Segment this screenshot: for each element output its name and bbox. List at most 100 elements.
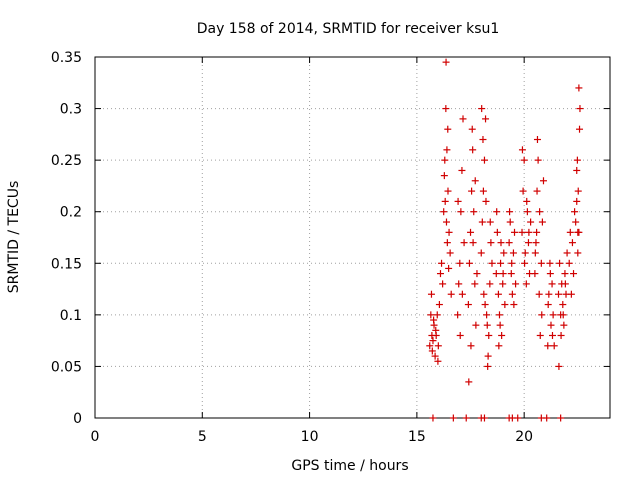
data-point bbox=[469, 146, 477, 154]
data-point bbox=[496, 321, 504, 329]
data-point bbox=[472, 321, 480, 329]
data-point bbox=[576, 125, 584, 133]
data-point bbox=[499, 270, 507, 278]
data-point bbox=[531, 249, 539, 257]
data-point bbox=[563, 249, 571, 257]
data-point bbox=[486, 280, 494, 288]
data-point bbox=[443, 239, 451, 247]
data-point bbox=[510, 301, 518, 309]
data-point bbox=[574, 249, 582, 257]
data-point bbox=[455, 280, 463, 288]
data-point bbox=[497, 259, 505, 267]
data-point bbox=[521, 259, 529, 267]
data-point bbox=[522, 280, 530, 288]
data-point bbox=[539, 177, 547, 185]
data-point bbox=[427, 290, 435, 298]
data-point bbox=[546, 259, 554, 267]
data-point bbox=[561, 280, 569, 288]
data-point bbox=[537, 259, 545, 267]
data-point bbox=[574, 187, 582, 195]
data-point bbox=[561, 270, 569, 278]
y-tick-label: 0.2 bbox=[60, 205, 82, 221]
data-point bbox=[430, 316, 438, 324]
data-point bbox=[457, 208, 465, 216]
grid-lines bbox=[95, 57, 610, 418]
data-point-zero bbox=[449, 414, 457, 422]
data-point bbox=[446, 249, 454, 257]
data-point bbox=[468, 187, 476, 195]
data-point bbox=[441, 197, 449, 205]
data-point bbox=[494, 290, 502, 298]
data-point-zero bbox=[480, 414, 488, 422]
data-point bbox=[534, 156, 542, 164]
data-point bbox=[458, 290, 466, 298]
data-point bbox=[442, 105, 450, 113]
data-point bbox=[531, 270, 539, 278]
x-tick-label: 5 bbox=[198, 429, 207, 445]
data-point-zero bbox=[557, 414, 565, 422]
data-point bbox=[442, 58, 450, 66]
data-point bbox=[478, 218, 486, 226]
data-point bbox=[568, 239, 576, 247]
data-point bbox=[566, 228, 574, 236]
data-point bbox=[536, 331, 544, 339]
data-point bbox=[570, 270, 578, 278]
data-point bbox=[426, 342, 434, 350]
data-point bbox=[495, 342, 503, 350]
data-point bbox=[573, 166, 581, 174]
data-point bbox=[523, 197, 531, 205]
data-point bbox=[545, 290, 553, 298]
data-point bbox=[469, 239, 477, 247]
data-point bbox=[456, 259, 464, 267]
data-point bbox=[454, 197, 462, 205]
data-point bbox=[435, 301, 443, 309]
data-point bbox=[559, 311, 567, 319]
data-point bbox=[434, 357, 442, 365]
data-point bbox=[555, 290, 562, 298]
plot-frame bbox=[94, 56, 611, 419]
data-point bbox=[480, 290, 488, 298]
data-point-zero bbox=[462, 414, 470, 422]
data-point bbox=[454, 311, 462, 319]
data-point bbox=[518, 146, 526, 154]
data-point bbox=[488, 259, 496, 267]
data-point bbox=[535, 290, 543, 298]
data-point bbox=[508, 290, 516, 298]
y-tick-label: 0.35 bbox=[51, 50, 82, 66]
data-point bbox=[536, 208, 544, 216]
data-point bbox=[512, 280, 520, 288]
data-point bbox=[548, 331, 556, 339]
data-point bbox=[482, 115, 490, 123]
data-point bbox=[442, 218, 450, 226]
data-point bbox=[518, 228, 526, 236]
data-point bbox=[431, 352, 439, 360]
data-points bbox=[426, 58, 584, 422]
data-point bbox=[557, 331, 565, 339]
data-point bbox=[549, 311, 557, 319]
data-point-zero bbox=[429, 414, 437, 422]
data-point bbox=[559, 301, 567, 309]
data-point bbox=[533, 187, 541, 195]
data-point bbox=[471, 177, 479, 185]
data-point bbox=[511, 228, 519, 236]
data-point bbox=[443, 146, 451, 154]
data-point bbox=[565, 259, 573, 267]
data-point bbox=[498, 331, 506, 339]
data-point bbox=[493, 228, 501, 236]
data-point bbox=[507, 270, 515, 278]
data-point bbox=[429, 337, 437, 345]
data-point bbox=[467, 342, 475, 350]
data-point bbox=[501, 301, 509, 309]
data-point bbox=[500, 249, 508, 257]
data-point bbox=[556, 259, 564, 267]
x-tick-label: 10 bbox=[301, 429, 319, 445]
data-point bbox=[573, 156, 581, 164]
data-point-zero bbox=[514, 414, 522, 422]
data-point bbox=[447, 290, 455, 298]
data-point bbox=[439, 280, 447, 288]
data-point bbox=[521, 249, 529, 257]
data-point bbox=[550, 342, 558, 350]
data-point bbox=[441, 156, 449, 164]
data-point bbox=[444, 187, 452, 195]
